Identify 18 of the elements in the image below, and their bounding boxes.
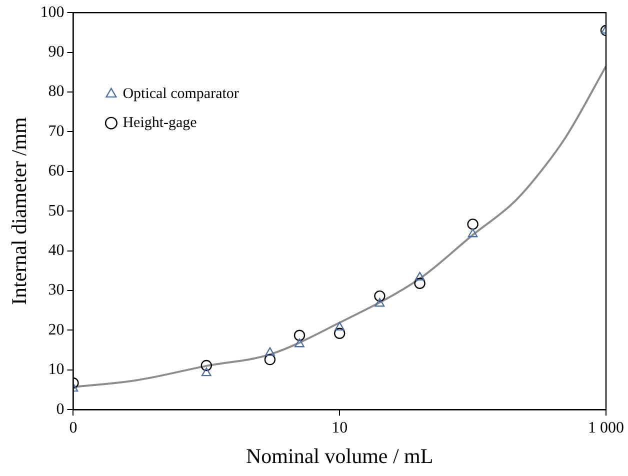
y-tick-label: 20 <box>48 321 64 338</box>
y-axis-title: Internal diameter /mm <box>7 117 32 305</box>
y-tick-label: 80 <box>48 83 64 100</box>
y-tick-label: 60 <box>48 162 64 180</box>
y-tick-label: 0 <box>56 400 64 418</box>
x-tick-label: 0 <box>69 419 78 436</box>
x-tick-label: 10 <box>332 419 348 436</box>
legend-label: Optical comparator <box>122 86 239 102</box>
y-tick-label: 70 <box>48 122 64 140</box>
legend-label: Height-gage <box>122 115 198 132</box>
y-tick-label: 50 <box>48 202 64 220</box>
x-axis-title: Nominal volume / mL <box>246 444 434 468</box>
y-tick-label: 10 <box>48 361 64 378</box>
x-tick-label: 1 000 <box>588 419 624 436</box>
y-tick-label: 90 <box>48 44 64 61</box>
y-tick-label: 100 <box>40 4 64 21</box>
y-tick-label: 30 <box>48 282 64 299</box>
y-tick-label: 40 <box>48 242 64 260</box>
